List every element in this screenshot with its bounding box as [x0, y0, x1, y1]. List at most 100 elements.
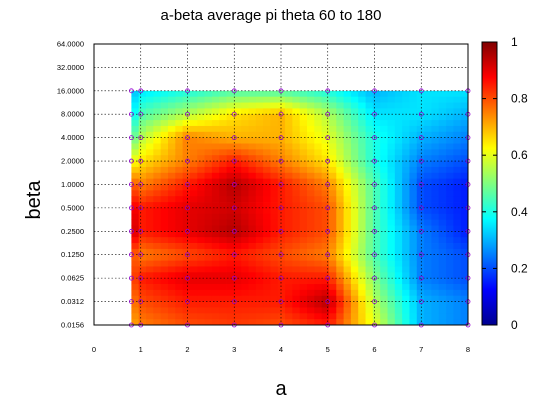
heatmap-cell: [446, 266, 454, 273]
heatmap-cell: [431, 108, 440, 115]
heatmap-cell: [197, 184, 205, 191]
heatmap-cell: [424, 319, 432, 326]
heatmap-cell: [167, 307, 176, 314]
heatmap-cell: [350, 278, 359, 285]
heatmap-cell: [175, 190, 184, 197]
heatmap-cell: [365, 237, 374, 244]
heatmap-cell: [211, 254, 220, 261]
heatmap-cell: [314, 313, 323, 320]
heatmap-cell: [182, 161, 191, 168]
heatmap-cell: [167, 301, 176, 308]
heatmap-cell: [365, 90, 374, 98]
heatmap-cell: [226, 90, 235, 98]
heatmap-cell: [446, 96, 454, 103]
heatmap-cell: [380, 278, 388, 285]
heatmap-cell: [409, 266, 418, 273]
heatmap-cell: [460, 143, 469, 150]
heatmap-cell: [358, 202, 366, 209]
heatmap-cell: [431, 219, 440, 226]
heatmap-cell: [146, 266, 154, 273]
heatmap-cell: [285, 278, 293, 285]
heatmap-cell: [219, 190, 227, 197]
heatmap-cell: [380, 319, 388, 326]
heatmap-cell: [424, 155, 432, 162]
heatmap-cell: [446, 225, 454, 232]
heatmap-cell: [307, 184, 315, 191]
heatmap-cell: [277, 207, 286, 215]
heatmap-cell: [131, 143, 140, 150]
sample-marker: [418, 299, 424, 304]
heatmap-cell: [160, 307, 169, 314]
heatmap-cell: [146, 125, 154, 133]
heatmap-cell: [409, 166, 418, 174]
heatmap-cell: [197, 248, 205, 256]
heatmap-cell: [336, 108, 345, 115]
heatmap-cell: [438, 248, 447, 256]
heatmap-cell: [175, 278, 184, 285]
heatmap-cell: [138, 196, 147, 203]
heatmap-cell: [350, 90, 359, 98]
heatmap-cell: [182, 137, 191, 144]
heatmap-cell: [307, 225, 315, 232]
heatmap-cell: [153, 108, 162, 115]
heatmap-cell: [248, 237, 257, 244]
heatmap-cell: [255, 278, 264, 285]
heatmap-cell: [380, 131, 388, 139]
heatmap-cell: [226, 295, 235, 302]
heatmap-cell: [153, 202, 162, 209]
heatmap-cell: [321, 143, 330, 150]
sample-marker: [128, 135, 134, 141]
heatmap-cell: [350, 219, 359, 226]
heatmap-cell: [336, 254, 345, 261]
heatmap-cell: [255, 178, 264, 185]
heatmap-cell: [409, 96, 418, 103]
heatmap-cell: [446, 289, 454, 297]
heatmap-cell: [431, 202, 440, 209]
heatmap-cell: [167, 166, 176, 174]
heatmap-cell: [153, 172, 162, 180]
heatmap-cell: [182, 219, 191, 226]
heatmap-cell: [153, 301, 162, 308]
heatmap-cell: [153, 131, 162, 139]
heatmap-cell: [336, 125, 345, 133]
heatmap-cell: [292, 313, 301, 320]
heatmap-cell: [182, 248, 191, 256]
heatmap-cell: [285, 131, 293, 139]
heatmap-cell: [307, 219, 315, 226]
heatmap-cell: [409, 90, 418, 98]
heatmap-cell: [299, 266, 308, 273]
heatmap-cell: [277, 225, 286, 232]
heatmap-cell: [314, 149, 323, 156]
heatmap-cell: [160, 166, 169, 174]
heatmap-cell: [204, 196, 213, 203]
heatmap-cell: [438, 202, 447, 209]
heatmap-cell: [416, 248, 425, 256]
sample-marker: [325, 182, 331, 187]
heatmap-cell: [299, 172, 308, 180]
heatmap-cell: [255, 237, 264, 244]
heatmap-cell: [446, 301, 454, 308]
heatmap-cell: [438, 190, 447, 197]
heatmap-cell: [248, 166, 257, 174]
chart-title: a-beta average pi theta 60 to 180: [160, 7, 381, 24]
heatmap-cell: [380, 272, 388, 279]
heatmap-cell: [160, 319, 169, 326]
heatmap-cell: [160, 284, 169, 291]
heatmap-cell: [233, 108, 242, 115]
heatmap-cell: [438, 289, 447, 297]
heatmap-cell: [380, 196, 388, 203]
heatmap-cell: [167, 260, 176, 267]
heatmap-cell: [189, 313, 198, 320]
heatmap-cell: [416, 272, 425, 279]
heatmap-cell: [197, 131, 205, 139]
sample-marker: [128, 182, 134, 187]
heatmap-cell: [285, 96, 293, 103]
heatmap-cell: [131, 237, 140, 244]
heatmap-cell: [394, 161, 403, 168]
heatmap-cell: [255, 319, 264, 326]
heatmap-cell: [138, 272, 147, 279]
heatmap-cell: [409, 225, 418, 232]
heatmap-cell: [211, 301, 220, 308]
heatmap-cell: [160, 301, 169, 308]
heatmap-cell: [328, 289, 337, 297]
